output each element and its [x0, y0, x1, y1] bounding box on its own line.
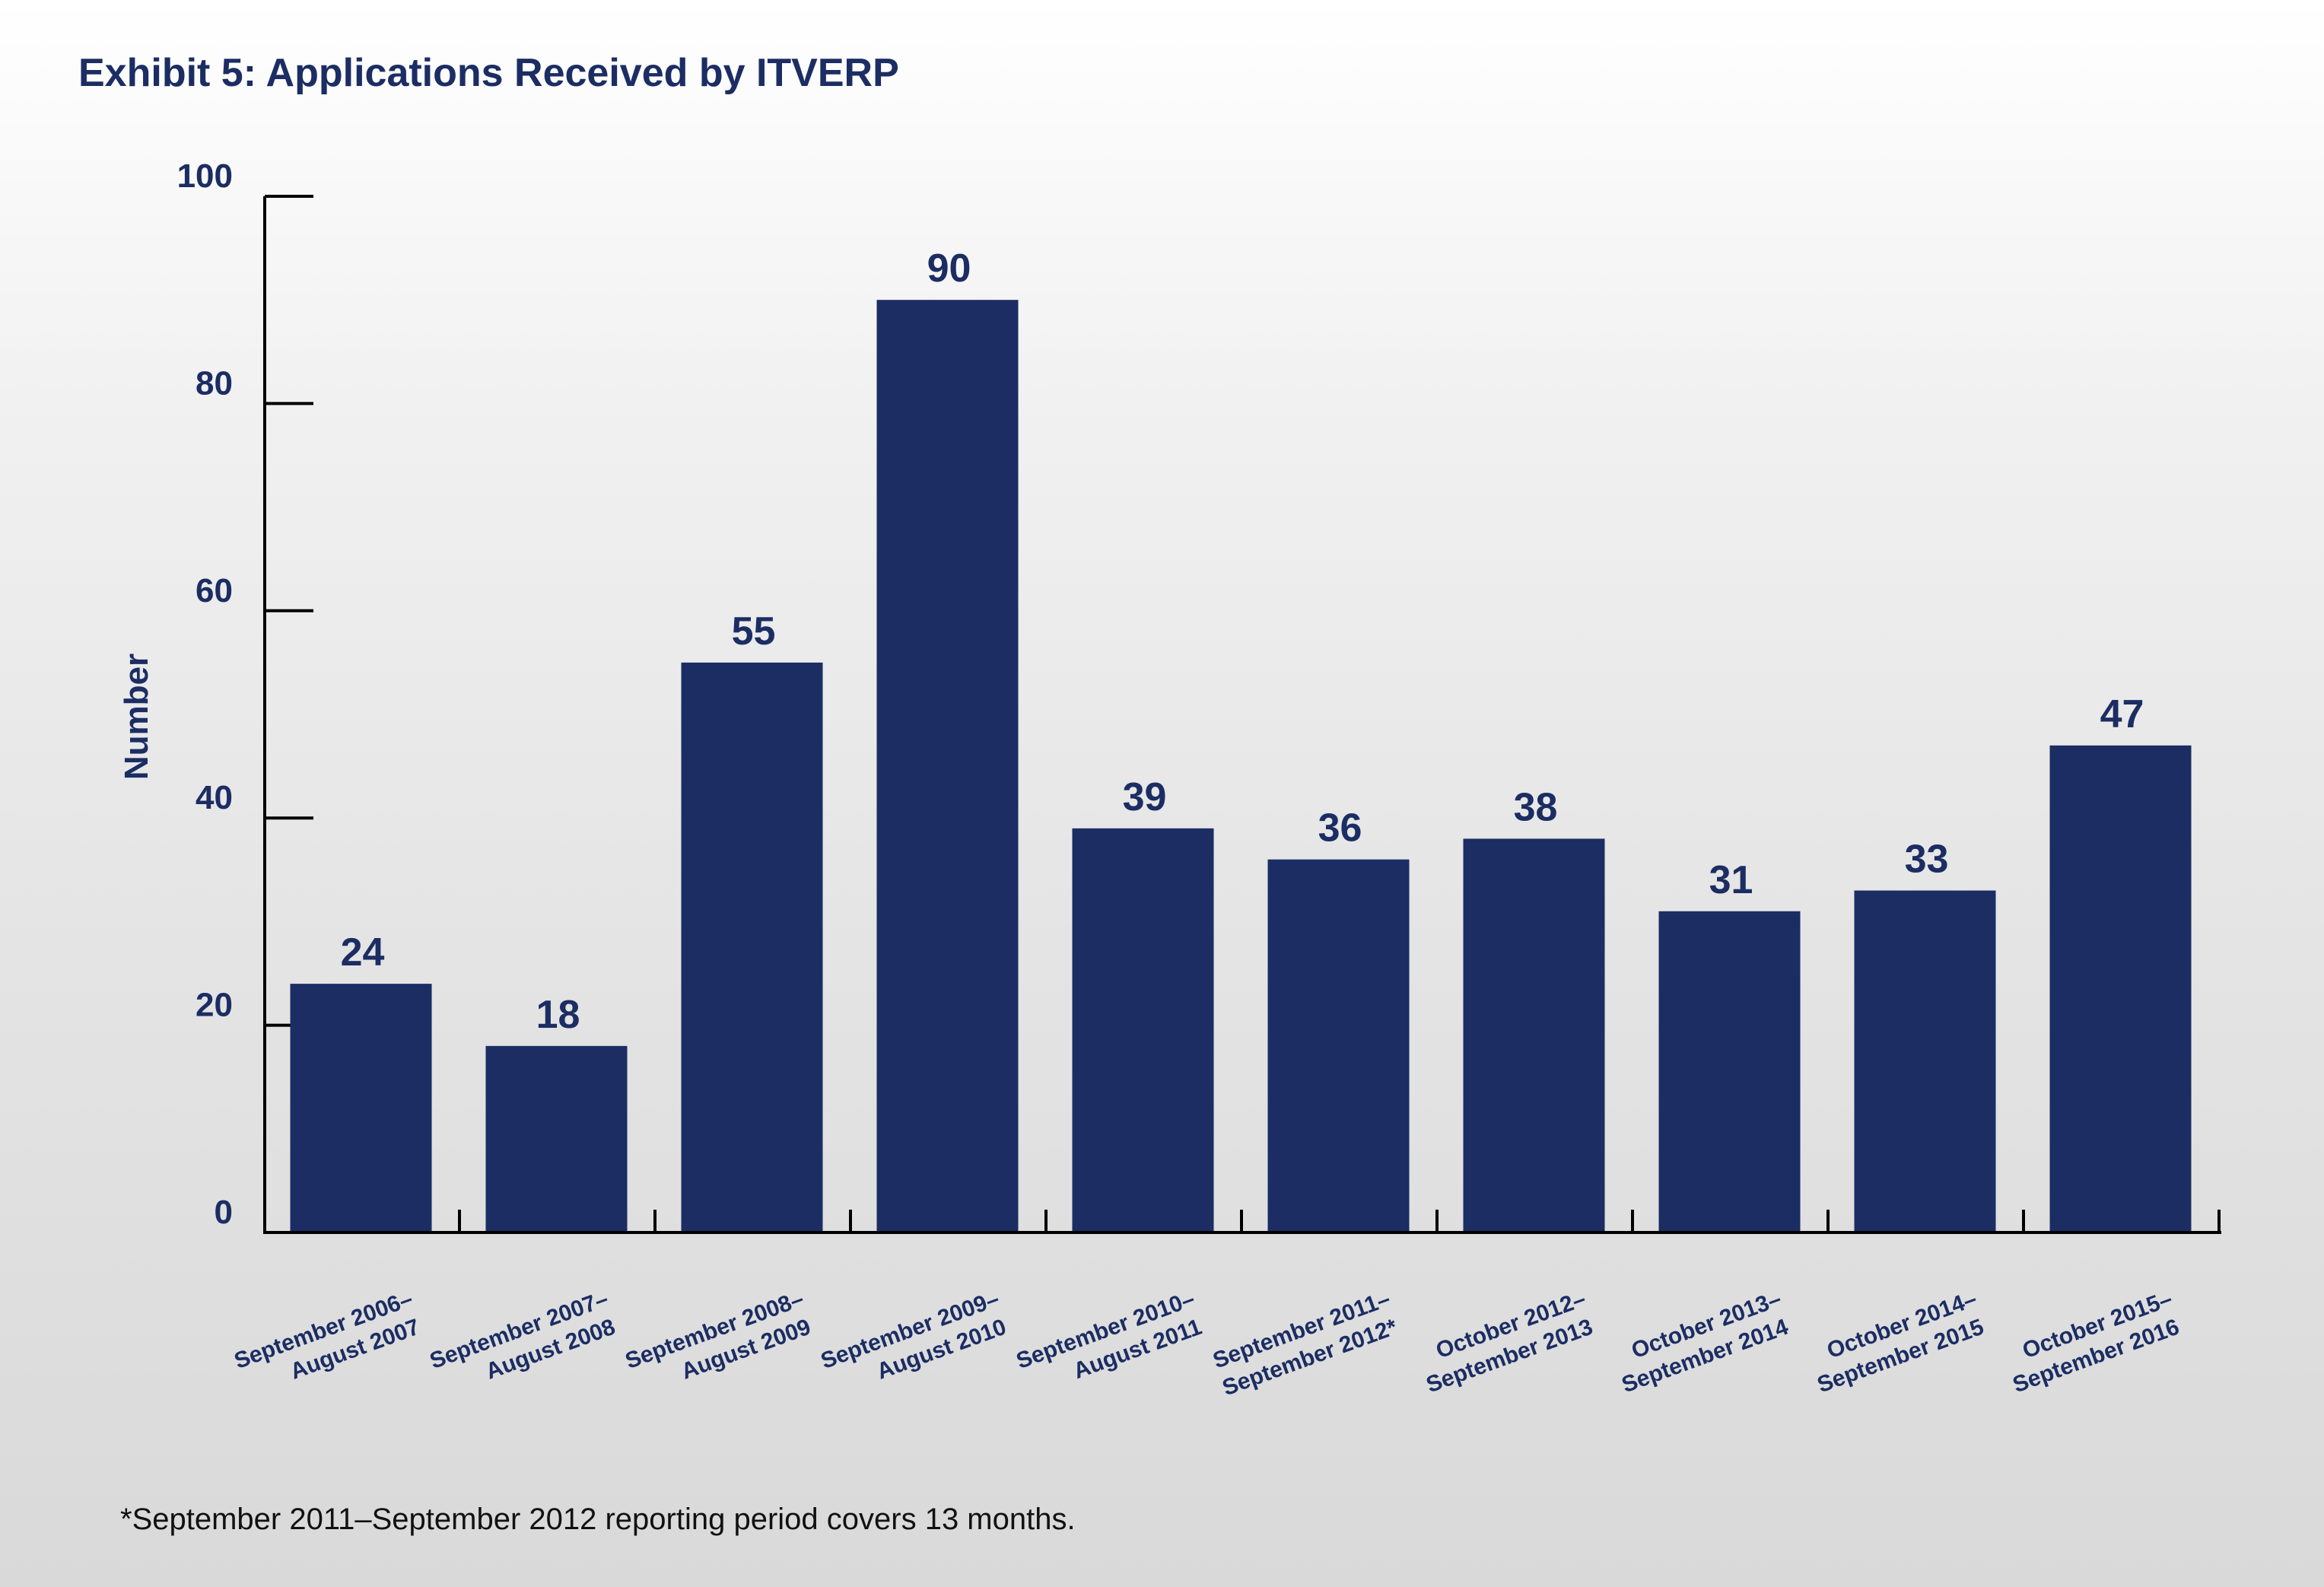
x-tick-label: September 2010–August 2011	[1013, 1286, 1208, 1401]
footnote: *September 2011–September 2012 reporting…	[120, 1503, 1076, 1536]
data-label: 55	[732, 609, 776, 654]
bar	[876, 300, 1019, 1233]
x-tick-label: September 2008–August 2009	[622, 1286, 817, 1401]
bar	[1854, 890, 1996, 1232]
x-tick-label: October 2013–September 2014	[1609, 1286, 1795, 1398]
y-axis: 0 20 40 60 80 100	[177, 157, 313, 1234]
y-tick-label: 80	[196, 364, 233, 402]
data-label: 90	[927, 246, 971, 291]
y-tick-label: 40	[196, 779, 233, 816]
bar	[681, 662, 823, 1232]
bar	[1072, 828, 1214, 1232]
data-label: 24	[341, 930, 385, 975]
data-label: 18	[536, 993, 580, 1037]
bar	[485, 1045, 628, 1232]
x-tick-label: September 2009–August 2010	[818, 1286, 1013, 1401]
bars: 24 18 55 90 39 36 38 31 33 47	[290, 246, 2192, 1233]
x-tick-label: September 2006–August 2007	[231, 1286, 426, 1401]
data-label: 36	[1318, 806, 1362, 851]
x-tick-label: October 2014–September 2015	[1804, 1286, 1990, 1398]
bar	[1658, 911, 1801, 1232]
x-tick-label: September 2007–August 2008	[427, 1286, 622, 1401]
bar	[1267, 859, 1410, 1232]
bar	[2049, 745, 2192, 1232]
data-label: 38	[1514, 785, 1558, 829]
data-label: 33	[1905, 838, 1949, 882]
data-label: 39	[1123, 775, 1167, 819]
bar	[1463, 838, 1605, 1232]
y-tick-label: 0	[215, 1194, 233, 1231]
data-label: 31	[1709, 858, 1753, 902]
bar	[290, 984, 432, 1232]
x-tick-label: October 2012–September 2013	[1413, 1286, 1599, 1398]
y-tick-label: 100	[177, 157, 233, 195]
x-axis: September 2006–August 2007 September 2007…	[231, 1210, 2221, 1401]
data-label: 47	[2100, 692, 2144, 736]
y-axis-label: Number	[118, 654, 155, 780]
y-tick-label: 60	[196, 572, 233, 609]
x-tick-label: October 2015–September 2016	[2000, 1286, 2186, 1398]
y-tick-label: 20	[196, 987, 233, 1024]
chart-title: Exhibit 5: Applications Received by ITVE…	[78, 51, 899, 95]
x-tick-label: September 2011–September 2012*	[1210, 1286, 1404, 1401]
